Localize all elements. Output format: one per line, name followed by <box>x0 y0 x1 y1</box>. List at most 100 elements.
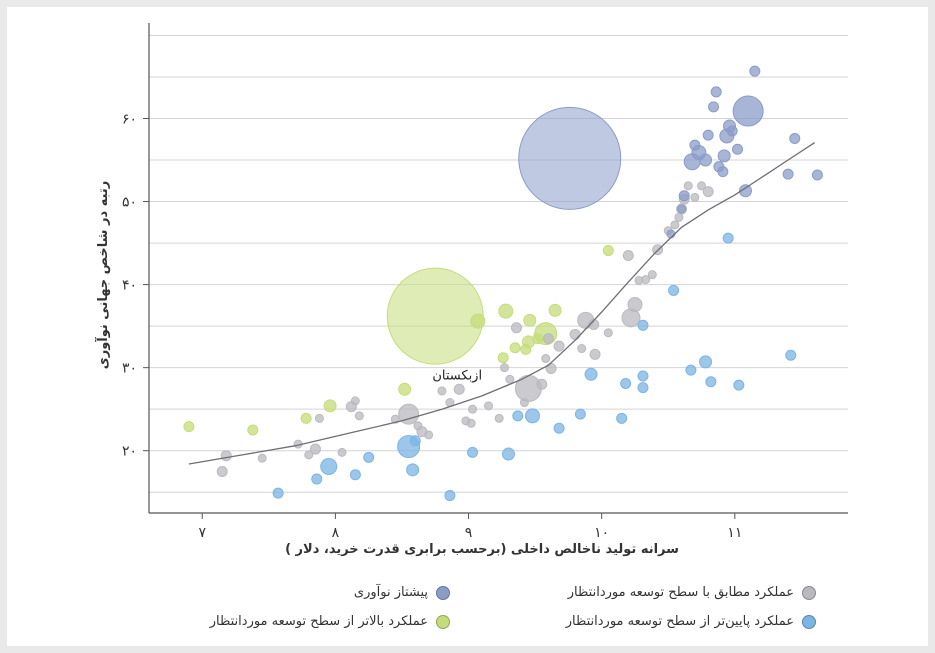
data-point-expected <box>702 186 714 198</box>
legend-item-leader: پیشتاز نوآوری <box>354 585 450 600</box>
data-point-above <box>398 382 412 396</box>
y-tick-label: ۵۰ <box>122 195 137 211</box>
data-point-expected <box>437 386 447 396</box>
data-point-below <box>705 376 717 388</box>
legend: عملکرد مطابق با سطح توسعه موردانتظار پیش… <box>7 577 928 637</box>
legend-item-below: عملکرد پایین‌تر از سطح توسعه موردانتظار <box>566 614 816 629</box>
data-point-expected <box>453 383 465 395</box>
legend-item-expected: عملکرد مطابق با سطح توسعه موردانتظار <box>568 585 816 600</box>
data-point-leader <box>782 168 794 180</box>
chart-frame: ۲۰ ۳۰ ۴۰ ۵۰ ۶۰ ۷ ۸ ۹ ۱۰ ۱۱ سرانه تولید ناخالص داخ… <box>7 7 928 646</box>
data-point-expected <box>519 398 529 408</box>
data-point-below <box>501 447 515 461</box>
legend-label-above: عملکرد بالاتر از سطح توسعه موردانتظار <box>209 614 428 629</box>
data-point-expected <box>641 275 651 285</box>
data-point-expected <box>413 421 423 431</box>
legend-swatch-above <box>436 614 450 629</box>
data-point-leader <box>749 65 761 77</box>
data-point-below <box>444 490 456 502</box>
data-point-expected <box>589 348 601 360</box>
data-point-below <box>320 457 338 475</box>
data-point-expected <box>494 413 504 423</box>
data-point-leader <box>699 153 713 167</box>
data-point-above <box>470 313 486 329</box>
data-point-expected <box>510 322 522 334</box>
data-point-expected <box>390 414 400 424</box>
x-tick-label: ۷ <box>198 525 206 541</box>
y-tick-label: ۶۰ <box>122 112 137 128</box>
data-point-above <box>323 399 337 413</box>
data-point-expected <box>683 181 693 191</box>
y-tick-label: ۴۰ <box>122 278 137 294</box>
data-point-expected <box>309 443 321 455</box>
data-point-above <box>532 333 544 345</box>
data-point-leader <box>732 95 764 127</box>
data-point-above <box>520 343 532 355</box>
data-point-leader <box>726 125 738 137</box>
data-point-below <box>699 355 713 369</box>
trend-line <box>188 142 816 465</box>
x-tick-label: ۹ <box>465 525 473 541</box>
data-point-leader <box>717 166 729 178</box>
x-tick-label: ۸ <box>332 525 340 541</box>
data-point-above <box>247 424 259 436</box>
data-point-above <box>602 245 614 257</box>
data-point-leader <box>689 139 701 151</box>
data-point-leader <box>702 129 714 141</box>
data-point-leader <box>518 106 622 210</box>
data-point-expected <box>350 396 360 406</box>
data-point-expected <box>622 250 634 262</box>
data-point-expected <box>674 212 684 222</box>
data-point-above <box>548 303 562 317</box>
data-point-below <box>685 364 697 376</box>
data-point-below <box>637 370 649 382</box>
legend-swatch-leader <box>436 585 450 600</box>
data-point-leader <box>708 101 720 113</box>
data-point-below <box>637 382 649 394</box>
data-point-below <box>524 408 540 424</box>
annotation-uzbekistan: ازبکستان <box>432 368 482 383</box>
data-point-above <box>183 421 195 433</box>
x-axis-title: سرانه تولید ناخالص داخلی (برحسب برابری ق… <box>285 542 679 557</box>
data-point-leader <box>710 86 722 98</box>
data-point-below <box>637 319 649 331</box>
data-point-leader <box>738 184 752 198</box>
y-axis-title: رتبه در شاخص جهانی نوآوری <box>94 181 111 369</box>
data-point-expected <box>304 450 314 460</box>
data-point-expected <box>424 430 434 440</box>
data-point-expected <box>354 411 364 421</box>
data-point-expected <box>588 318 600 330</box>
data-point-below <box>311 473 323 485</box>
data-point-below <box>409 435 421 447</box>
y-tick-label: ۲۰ <box>122 444 137 460</box>
data-point-below <box>406 463 420 477</box>
data-point-expected <box>505 374 515 384</box>
data-point-below <box>616 412 628 424</box>
data-point-below <box>574 408 586 420</box>
data-point-expected <box>314 413 324 423</box>
data-point-expected <box>484 401 494 411</box>
x-tick-label: ۱۰ <box>594 525 609 541</box>
data-point-leader <box>731 143 743 155</box>
trend-line-group <box>188 142 816 465</box>
data-point-leader <box>717 149 731 163</box>
x-tick-label: ۱۱ <box>727 525 742 541</box>
data-point-expected <box>541 354 551 364</box>
data-point-leader <box>677 204 687 214</box>
data-point-below <box>584 367 598 381</box>
data-point-above <box>498 303 514 319</box>
legend-label-expected: عملکرد مطابق با سطح توسعه موردانتظار <box>567 585 794 600</box>
data-point-expected <box>337 447 347 457</box>
data-point-leader <box>789 132 801 144</box>
data-point-expected <box>577 344 587 354</box>
data-point-expected <box>468 404 478 414</box>
data-point-below <box>733 379 745 391</box>
data-point-leader <box>678 190 690 202</box>
data-point-expected <box>690 192 700 202</box>
data-point-below <box>272 487 284 499</box>
data-point-expected <box>257 453 267 463</box>
data-point-below <box>512 410 524 422</box>
data-points <box>183 65 823 502</box>
data-point-below <box>668 284 680 296</box>
data-point-below <box>785 349 797 361</box>
